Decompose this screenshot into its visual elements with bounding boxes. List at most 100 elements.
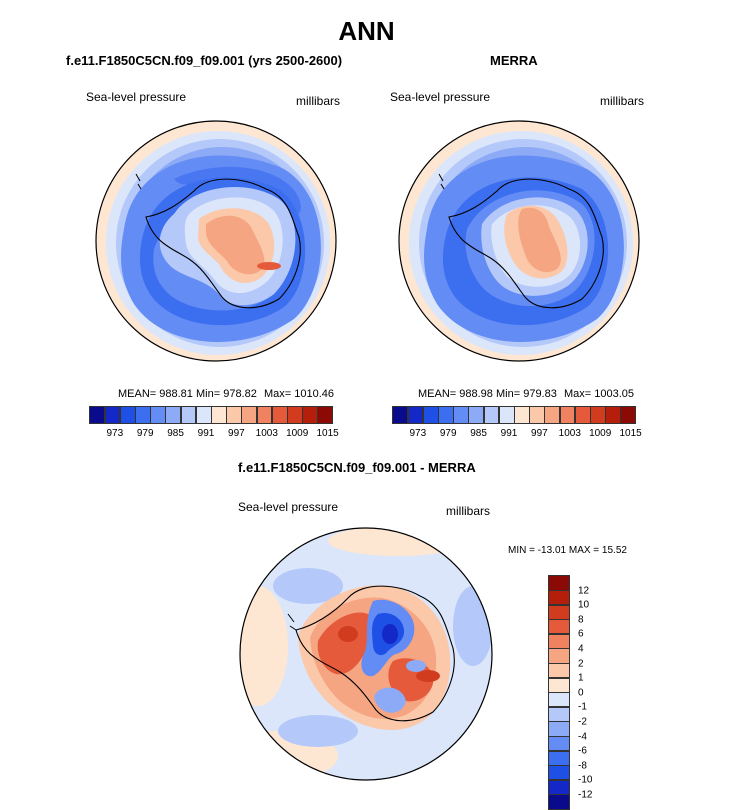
- left-map-polar-plot: [95, 120, 337, 362]
- left-colorbar-tick-label: 991: [197, 428, 215, 439]
- right-units-label: millibars: [600, 94, 645, 108]
- diff-colorbar-swatch: [548, 662, 570, 679]
- diff-variable-label: Sea-level pressure: [238, 500, 339, 514]
- diff-colorbar-swatch: [548, 575, 570, 591]
- diff-colorbar-swatch: [548, 633, 570, 649]
- left-colorbar-swatch: [165, 406, 182, 424]
- right-colorbar-swatch: [407, 406, 424, 424]
- right-colorbar-tick-label: 979: [439, 428, 457, 439]
- diff-colorbar-tick-label: 1: [578, 672, 584, 684]
- right-colorbar-swatch: [498, 406, 515, 424]
- diff-panel-title: f.e11.F1850C5CN.f09_f09.001 - MERRA: [238, 460, 476, 475]
- diff-colorbar-swatch: [548, 604, 570, 620]
- left-colorbar: [89, 406, 334, 424]
- diff-colorbar-swatch: [548, 750, 570, 766]
- diff-colorbar-swatch: [548, 794, 570, 810]
- right-colorbar-swatch: [559, 406, 576, 424]
- left-units-label: millibars: [296, 94, 341, 108]
- left-colorbar-swatch: [195, 406, 212, 424]
- left-min-stat: Min= 978.82: [196, 388, 257, 400]
- right-colorbar-tick-label: 985: [470, 428, 487, 439]
- right-colorbar-swatch: [438, 406, 454, 424]
- right-panel-title: MERRA: [490, 53, 538, 68]
- diff-colorbar-tick-label: 6: [578, 628, 584, 640]
- left-colorbar-swatch: [89, 406, 106, 424]
- left-colorbar-swatch: [317, 406, 334, 424]
- diff-colorbar-swatch: [548, 677, 570, 693]
- left-panel-title: f.e11.F1850C5CN.f09_f09.001 (yrs 2500-26…: [66, 53, 343, 68]
- diff-colorbar-tick-label: 2: [578, 658, 584, 670]
- left-variable-label: Sea-level pressure: [86, 90, 187, 104]
- right-colorbar-swatch: [605, 406, 622, 424]
- right-colorbar-swatch: [620, 406, 637, 424]
- diff-colorbar-swatch: [548, 735, 570, 752]
- diff-colorbar-swatch: [548, 779, 570, 795]
- diff-colorbar-tick-label: -10: [578, 774, 593, 786]
- right-colorbar: [392, 406, 637, 424]
- right-colorbar-swatch: [514, 406, 530, 424]
- right-colorbar-tick-label: 1015: [619, 428, 642, 439]
- left-colorbar-swatch: [135, 406, 151, 424]
- diff-colorbar-tick-label: -12: [578, 789, 593, 801]
- diff-map-polar-plot: [239, 527, 493, 781]
- figure-title: ANN: [338, 16, 395, 46]
- diff-colorbar-tick-label: -4: [578, 731, 587, 743]
- right-colorbar-ticks: 973 979 985 991 997 1003 1009 1015: [393, 428, 643, 442]
- right-colorbar-swatch: [544, 406, 561, 424]
- left-colorbar-swatch: [241, 406, 258, 424]
- right-colorbar-tick-label: 991: [500, 428, 518, 439]
- diff-colorbar-swatch: [548, 619, 570, 635]
- diff-colorbar-tick-label: 10: [578, 599, 590, 611]
- diff-colorbar-swatch: [548, 721, 570, 737]
- left-colorbar-tick-label: 973: [106, 428, 124, 439]
- right-colorbar-swatch: [422, 406, 439, 424]
- right-colorbar-swatch: [590, 406, 606, 424]
- diff-colorbar-tick-label: 4: [578, 643, 584, 655]
- left-colorbar-swatch: [256, 406, 273, 424]
- right-colorbar-swatch: [574, 406, 591, 424]
- diff-colorbar-swatch: [548, 765, 570, 781]
- right-colorbar-swatch: [483, 406, 500, 424]
- left-colorbar-tick-label: 985: [167, 428, 184, 439]
- diff-colorbar-swatch: [548, 706, 570, 722]
- diff-units-label: millibars: [446, 504, 491, 518]
- right-colorbar-tick-label: 1003: [558, 428, 581, 439]
- right-colorbar-tick-label: 1009: [589, 428, 612, 439]
- right-colorbar-swatch: [468, 406, 485, 424]
- left-colorbar-tick-label: 1003: [255, 428, 278, 439]
- diff-colorbar-swatch: [548, 648, 570, 664]
- right-max-stat: Max= 1003.05: [564, 388, 635, 400]
- left-colorbar-swatch: [180, 406, 197, 424]
- left-colorbar-ticks: 973 979 985 991 997 1003 1009 1015: [90, 428, 340, 442]
- diff-colorbar-tick-label: 0: [578, 687, 584, 699]
- left-colorbar-tick-label: 997: [228, 428, 245, 439]
- left-colorbar-swatch: [104, 406, 121, 424]
- right-min-stat: Min= 979.83: [496, 388, 557, 400]
- right-colorbar-swatch: [453, 406, 470, 424]
- left-colorbar-swatch: [271, 406, 288, 424]
- diff-colorbar-swatch: [548, 692, 570, 708]
- right-variable-label: Sea-level pressure: [390, 90, 491, 104]
- left-colorbar-tick-label: 1015: [316, 428, 339, 439]
- right-colorbar-swatch: [529, 406, 546, 424]
- diff-colorbar-tick-label: -6: [578, 745, 587, 757]
- left-colorbar-swatch: [226, 406, 243, 424]
- left-colorbar-tick-label: 1009: [286, 428, 309, 439]
- right-mean-stat: MEAN= 988.98: [418, 388, 493, 400]
- diff-colorbar-tick-label: -1: [578, 701, 587, 713]
- left-max-stat: Max= 1010.46: [264, 388, 335, 400]
- left-colorbar-swatch: [119, 406, 136, 424]
- diff-minmax-stat: MIN = -13.01 MAX = 15.52: [508, 545, 627, 556]
- left-colorbar-swatch: [150, 406, 167, 424]
- left-colorbar-swatch: [287, 406, 303, 424]
- diff-colorbar-tick-label: -8: [578, 760, 587, 772]
- left-colorbar-swatch: [211, 406, 227, 424]
- right-colorbar-swatch: [392, 406, 409, 424]
- left-mean-stat: MEAN= 988.81: [118, 388, 193, 400]
- diff-colorbar-tick-label: 8: [578, 614, 584, 626]
- right-colorbar-tick-label: 973: [409, 428, 427, 439]
- diff-colorbar: [548, 575, 570, 810]
- diff-colorbar-tick-label: -2: [578, 716, 587, 728]
- right-colorbar-tick-label: 997: [531, 428, 548, 439]
- left-colorbar-tick-label: 979: [136, 428, 154, 439]
